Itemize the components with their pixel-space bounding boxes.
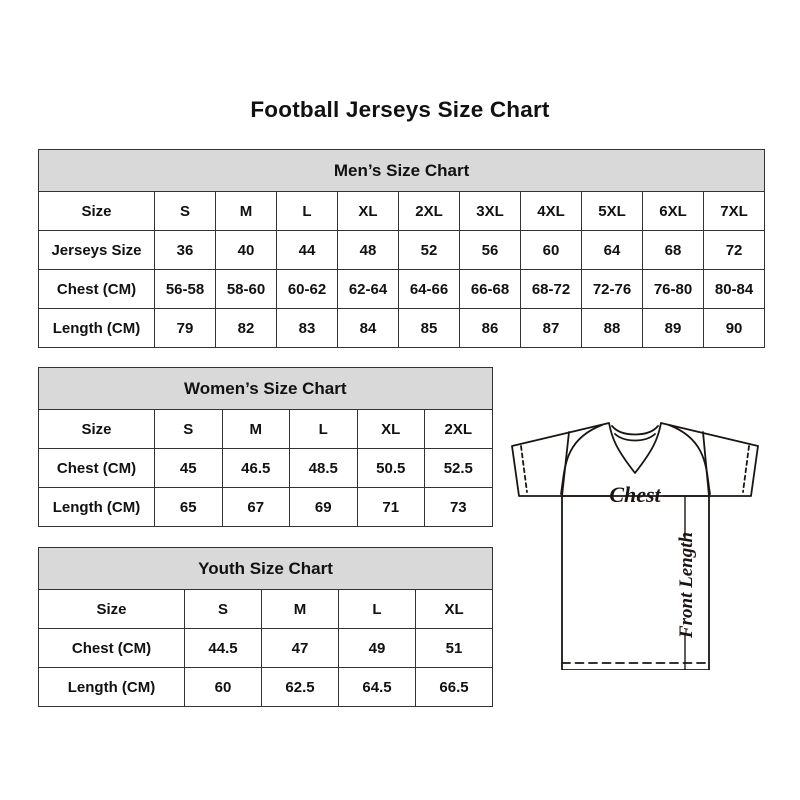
svg-text:Front Length: Front Length: [676, 532, 697, 639]
svg-text:Chest: Chest: [609, 482, 661, 507]
